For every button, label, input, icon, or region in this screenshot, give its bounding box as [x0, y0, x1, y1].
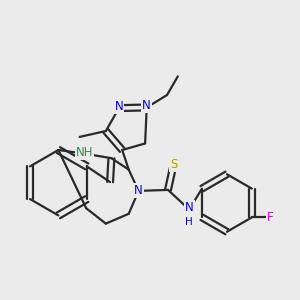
Text: NH: NH: [76, 146, 93, 159]
Text: F: F: [266, 211, 273, 224]
Text: N: N: [142, 99, 151, 112]
Text: N: N: [134, 184, 143, 197]
Text: S: S: [170, 158, 177, 171]
Text: H: H: [185, 217, 193, 227]
Text: N: N: [185, 201, 194, 214]
Text: N: N: [115, 100, 123, 113]
